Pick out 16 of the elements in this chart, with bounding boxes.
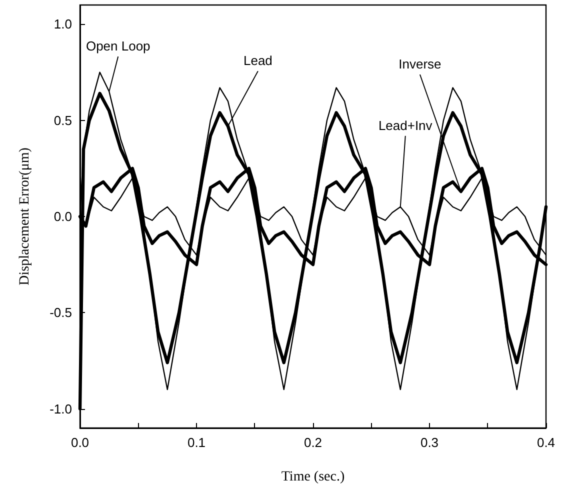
x-tick-label: 0.2 [304, 435, 322, 450]
x-axis-title: Time (sec.) [281, 470, 345, 484]
text: Inverse [398, 56, 442, 72]
y-tick-label: -0.5 [50, 305, 72, 320]
series-label: Open Loop [86, 38, 150, 54]
y-tick-label: 1.0 [54, 16, 72, 32]
x-tick-label: 0.1 [187, 435, 206, 450]
y-tick-label: -1.0 [50, 401, 72, 416]
y-axis-title: Displacement Error(μm) [18, 147, 32, 286]
x-tick-label: 0.3 [420, 435, 439, 450]
x-tick-label: 0.0 [70, 435, 90, 450]
y-tick-label: 0.5 [54, 112, 72, 128]
text: Lead [243, 53, 272, 68]
y-tick-label: 0.0 [54, 209, 72, 224]
x-tick-label: 0.4 [536, 435, 556, 450]
text: Lead+Inv [378, 118, 433, 133]
